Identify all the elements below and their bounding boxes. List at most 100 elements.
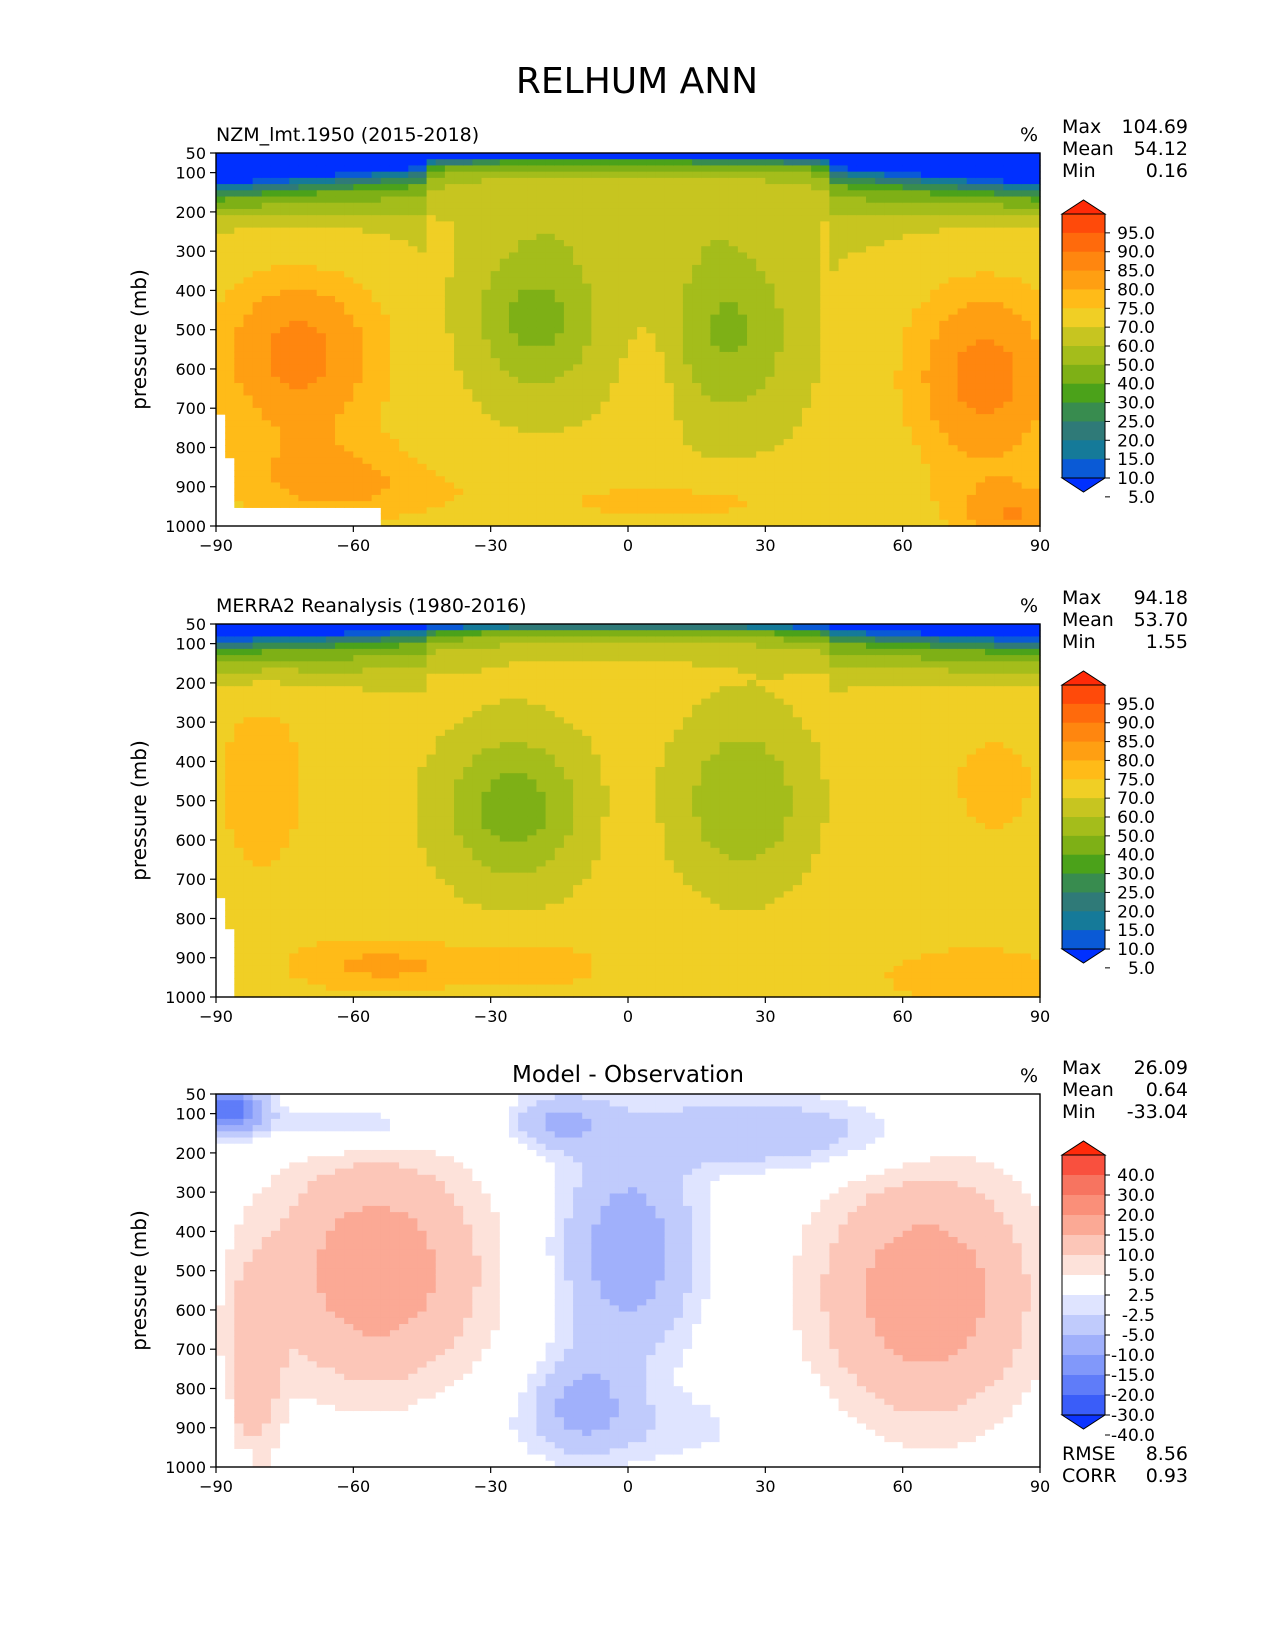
- contour-cell: [673, 283, 684, 291]
- contour-cell: [811, 202, 821, 210]
- contour-cell: [655, 264, 666, 272]
- contour-cell: [847, 283, 858, 291]
- contour-cell: [856, 351, 867, 359]
- contour-cell: [298, 233, 309, 241]
- contour-cell: [591, 258, 602, 266]
- contour-cell: [893, 271, 904, 278]
- contour-cell: [975, 308, 986, 316]
- contour-cell: [481, 376, 492, 384]
- contour-cell: [582, 494, 592, 502]
- contour-cell: [316, 327, 327, 334]
- contour-cell: [939, 389, 950, 397]
- contour-cell: [261, 277, 272, 285]
- contour-cell: [628, 457, 638, 465]
- contour-cell: [829, 258, 840, 266]
- contour-cell: [847, 333, 858, 341]
- contour-cell: [499, 351, 510, 359]
- contour-cell: [435, 252, 446, 260]
- contour-cell: [353, 196, 364, 204]
- contour-cell: [719, 414, 730, 421]
- contour-cell: [298, 190, 309, 198]
- contour-cell: [316, 426, 327, 434]
- contour-cell: [252, 215, 263, 222]
- contour-cell: [582, 165, 592, 173]
- contour-cell: [902, 432, 913, 440]
- contour-cell: [838, 376, 849, 384]
- contour-cell: [399, 159, 409, 167]
- contour-cell: [957, 370, 968, 378]
- contour-cell: [884, 283, 895, 291]
- contour-cell: [902, 302, 913, 310]
- contour-cell: [252, 445, 263, 452]
- contour-cell: [508, 383, 519, 390]
- contour-cell: [298, 171, 309, 179]
- contour-cell: [866, 414, 876, 421]
- contour-cell: [893, 432, 904, 440]
- contour-cell: [792, 171, 803, 179]
- contour-cell: [353, 190, 364, 198]
- contour-cell: [884, 513, 895, 521]
- contour-cell: [261, 470, 272, 477]
- contour-cell: [527, 289, 538, 297]
- contour-cell: [389, 171, 400, 179]
- contour-cell: [975, 370, 986, 378]
- contour-cell: [637, 426, 647, 434]
- contour-cell: [673, 476, 684, 484]
- contour-cell: [289, 445, 299, 452]
- contour-cell: [701, 395, 711, 403]
- contour-cell: [289, 327, 299, 334]
- contour-cell: [463, 233, 473, 241]
- contour-cell: [545, 208, 556, 216]
- contour-cell: [655, 482, 666, 490]
- contour-cell: [518, 202, 528, 210]
- contour-cell: [234, 177, 245, 185]
- contour-cell: [701, 277, 711, 285]
- contour-cell: [985, 252, 995, 260]
- contour-cell: [747, 470, 757, 477]
- contour-cell: [371, 351, 382, 359]
- contour-cell: [316, 407, 327, 415]
- contour-cell: [380, 208, 391, 216]
- contour-cell: [252, 314, 263, 322]
- contour-cell: [756, 289, 766, 297]
- contour-cell: [298, 215, 309, 222]
- contour-cell: [444, 159, 455, 167]
- contour-cell: [948, 308, 959, 316]
- contour-cell: [335, 476, 345, 484]
- contour-cell: [371, 308, 382, 316]
- contour-cell: [591, 202, 602, 210]
- contour-cell: [957, 221, 968, 229]
- contour-cell: [563, 159, 574, 167]
- contour-cell: [490, 432, 501, 440]
- contour-cell: [792, 339, 803, 347]
- contour-cell: [939, 432, 950, 440]
- contour-cell: [884, 389, 895, 397]
- contour-cell: [902, 414, 913, 421]
- contour-cell: [856, 302, 867, 310]
- contour-cell: [866, 463, 876, 471]
- contour-cell: [545, 153, 556, 160]
- contour-cell: [737, 339, 748, 347]
- contour-cell: [371, 246, 382, 254]
- contour-cell: [426, 445, 437, 452]
- contour-cell: [710, 227, 721, 235]
- contour-cell: [481, 289, 492, 297]
- contour-cell: [710, 327, 721, 334]
- contour-cell: [536, 494, 547, 502]
- contour-cell: [911, 289, 922, 297]
- contour-cell: [490, 426, 501, 434]
- contour-cell: [975, 215, 986, 222]
- contour-cell: [573, 488, 583, 496]
- contour-cell: [765, 457, 776, 465]
- contour-cell: [307, 463, 318, 471]
- contour-cell: [490, 277, 501, 285]
- contour-cell: [481, 327, 492, 334]
- contour-cell: [948, 295, 959, 303]
- contour-cell: [426, 221, 437, 229]
- contour-cell: [820, 426, 831, 434]
- contour-cell: [673, 519, 684, 527]
- contour-cell: [472, 258, 483, 266]
- contour-cell: [344, 438, 354, 446]
- contour-cell: [911, 264, 922, 272]
- contour-cell: [344, 470, 354, 477]
